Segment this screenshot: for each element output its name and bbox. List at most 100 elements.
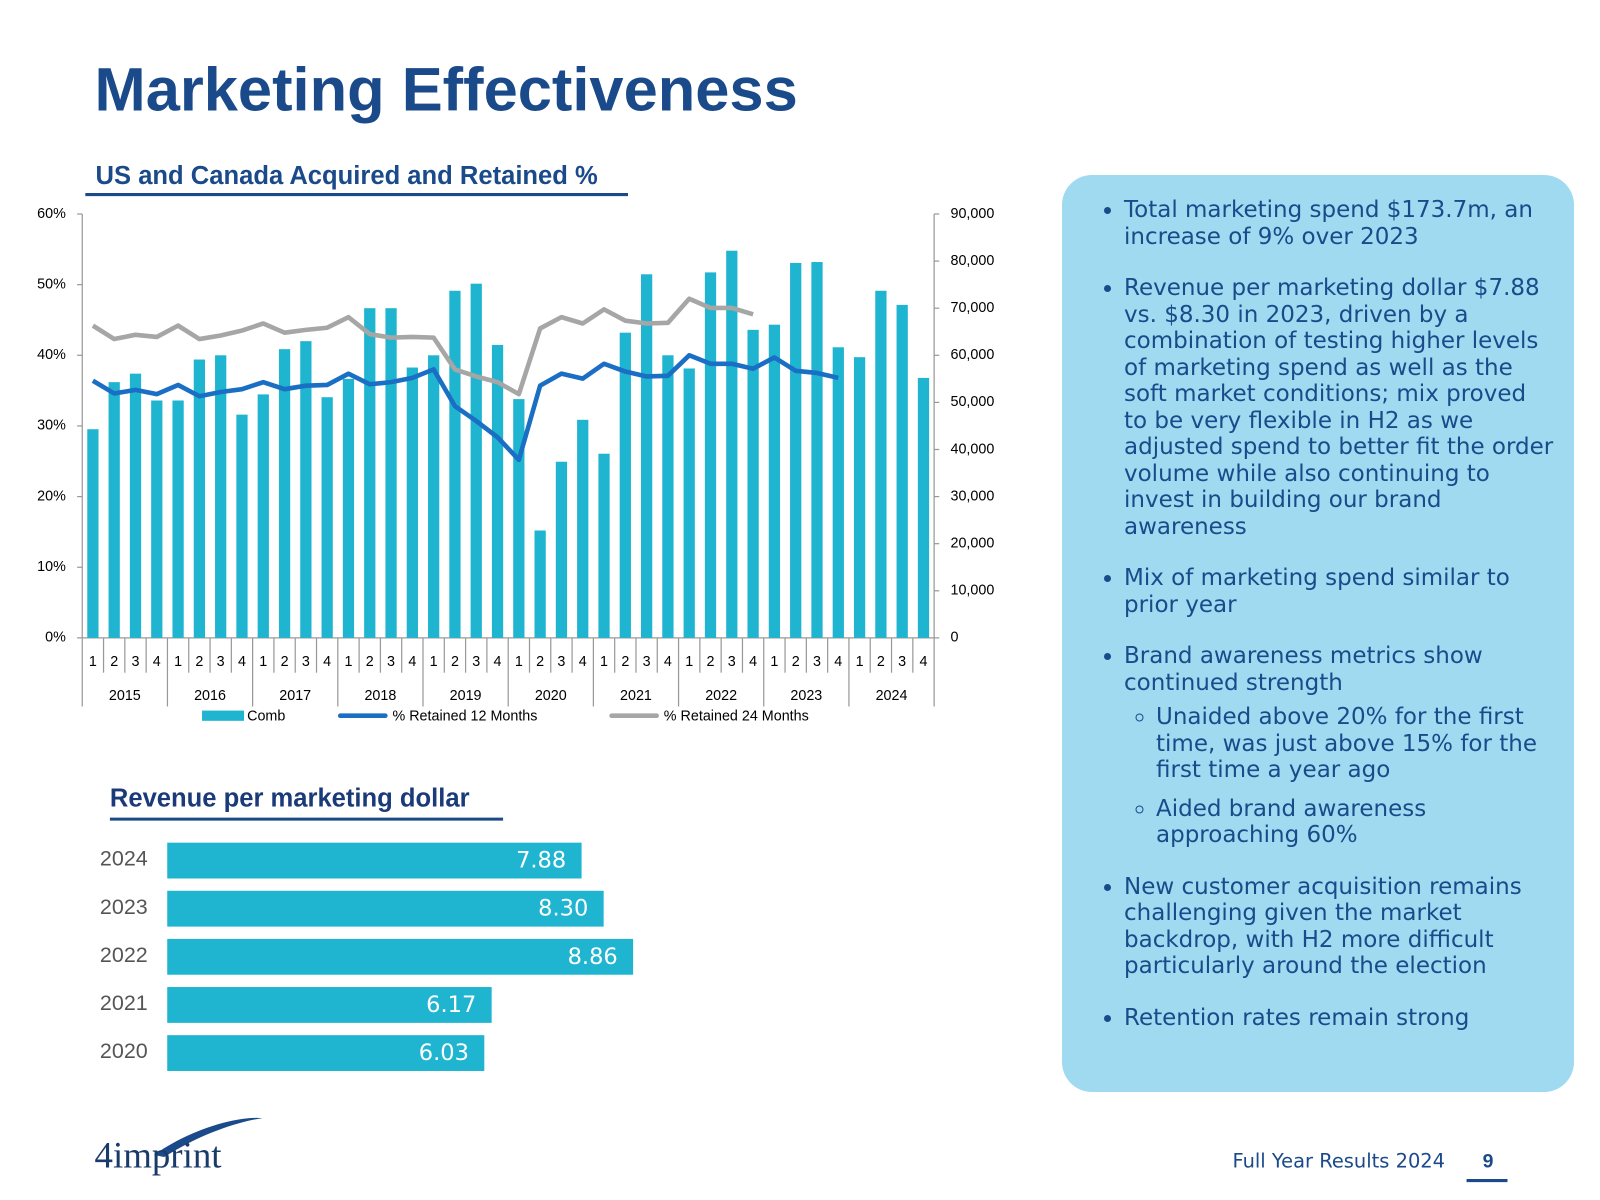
y-tick-label: 0% <box>45 630 66 646</box>
bar <box>172 400 184 638</box>
x-tick-label: 4 <box>323 654 331 670</box>
page-number: 9 <box>1483 1150 1494 1172</box>
bar <box>555 461 568 638</box>
chart-title: Revenue per marketing dollar <box>110 784 470 812</box>
bar <box>257 394 269 638</box>
year-label: 2020 <box>535 688 567 704</box>
bar <box>108 382 120 638</box>
legend-swatch <box>202 710 245 721</box>
logo-swoosh <box>153 1117 263 1157</box>
x-tick-label: 2 <box>110 654 118 670</box>
sub-bullet: Unaided above 20% for the first time, wa… <box>1156 704 1556 784</box>
bullet-text: Revenue per marketing dollar $7.88 vs. $… <box>1124 275 1554 540</box>
value-label: 8.86 <box>568 944 618 970</box>
x-tick-label: 4 <box>579 654 587 670</box>
bar <box>300 341 312 638</box>
x-tick-label: 1 <box>89 654 97 670</box>
bar <box>768 324 781 638</box>
y-tick-label: 50% <box>37 276 66 292</box>
bar <box>278 349 291 638</box>
category-label: 2024 <box>100 847 148 871</box>
year-label: 2019 <box>450 688 482 704</box>
x-tick-label: 1 <box>259 654 267 670</box>
x-tick-label: 4 <box>494 654 502 670</box>
x-tick-label: 3 <box>813 654 821 670</box>
summary-panel: Total marketing spend $173.7m, an increa… <box>1062 175 1574 1092</box>
x-tick-label: 2 <box>195 654 203 670</box>
bullet: Mix of marketing spend similar to prior … <box>1124 565 1556 618</box>
value-label: 6.17 <box>426 992 476 1018</box>
bullet: Brand awareness metrics show continued s… <box>1124 643 1556 849</box>
bar <box>875 290 887 638</box>
bullet-text: Brand awareness metrics show continued s… <box>1124 643 1483 696</box>
logo: 4imprint <box>95 1134 223 1175</box>
bar <box>406 367 418 638</box>
chart-title: US and Canada Acquired and Retained % <box>96 162 598 190</box>
bar <box>215 355 227 638</box>
bar <box>167 987 492 1023</box>
x-tick-label: 3 <box>387 654 395 670</box>
line-series <box>91 296 754 397</box>
bar <box>853 357 866 638</box>
bar <box>683 368 695 638</box>
sub-list: Unaided above 20% for the first time, wa… <box>1124 704 1556 849</box>
category-label: 2022 <box>100 943 148 967</box>
x-tick-label: 3 <box>217 654 225 670</box>
x-tick-label: 1 <box>430 654 438 670</box>
bar <box>577 419 589 638</box>
bar <box>449 290 461 638</box>
slide-title: Marketing Effectiveness <box>95 55 798 124</box>
y-tick-label: 30% <box>37 418 66 434</box>
bar <box>598 453 610 638</box>
x-tick-label: 2 <box>281 654 289 670</box>
bar <box>790 262 802 638</box>
year-label: 2017 <box>279 688 311 704</box>
sub-bullet: Aided brand awareness approaching 60% <box>1156 796 1556 849</box>
year-label: 2018 <box>364 688 396 704</box>
bar <box>619 332 631 638</box>
year-label: 2016 <box>194 688 226 704</box>
year-label: 2024 <box>876 688 908 704</box>
bar <box>167 1035 485 1071</box>
legend-label: % Retained 24 Months <box>664 709 809 725</box>
x-tick-label: 1 <box>685 654 693 670</box>
bar <box>428 355 440 638</box>
bar <box>321 397 333 638</box>
x-tick-label: 1 <box>174 654 182 670</box>
y2-tick-label: 30,000 <box>951 488 995 504</box>
x-tick-label: 4 <box>408 654 416 670</box>
bar <box>534 530 546 638</box>
bar <box>193 359 206 638</box>
bar <box>167 890 604 927</box>
bar <box>640 274 653 638</box>
bullet-text: Retention rates remain strong <box>1124 1004 1470 1031</box>
bar <box>87 429 99 638</box>
y-tick-label: 60% <box>37 206 66 222</box>
line-series <box>91 352 839 463</box>
x-tick-label: 3 <box>302 654 310 670</box>
bar <box>662 355 674 638</box>
x-tick-label: 3 <box>472 654 480 670</box>
bar <box>167 842 582 879</box>
y-tick-label: 20% <box>37 488 66 504</box>
bullet: Total marketing spend $173.7m, an increa… <box>1124 197 1556 250</box>
x-tick-label: 2 <box>707 654 715 670</box>
x-tick-label: 3 <box>643 654 651 670</box>
y2-tick-label: 10,000 <box>951 583 995 599</box>
y2-tick-label: 60,000 <box>951 347 995 363</box>
x-tick-label: 2 <box>366 654 374 670</box>
x-tick-label: 1 <box>856 654 864 670</box>
bar <box>832 347 844 638</box>
bullet-text: Mix of marketing spend similar to prior … <box>1124 565 1510 618</box>
bar <box>896 304 908 638</box>
y2-tick-label: 90,000 <box>951 206 995 222</box>
bar <box>151 400 163 638</box>
category-label: 2021 <box>100 991 148 1015</box>
category-label: 2020 <box>100 1039 148 1063</box>
x-tick-label: 3 <box>898 654 906 670</box>
bar <box>491 344 504 638</box>
bar <box>236 414 248 638</box>
bar <box>129 373 142 638</box>
bar <box>726 250 738 638</box>
